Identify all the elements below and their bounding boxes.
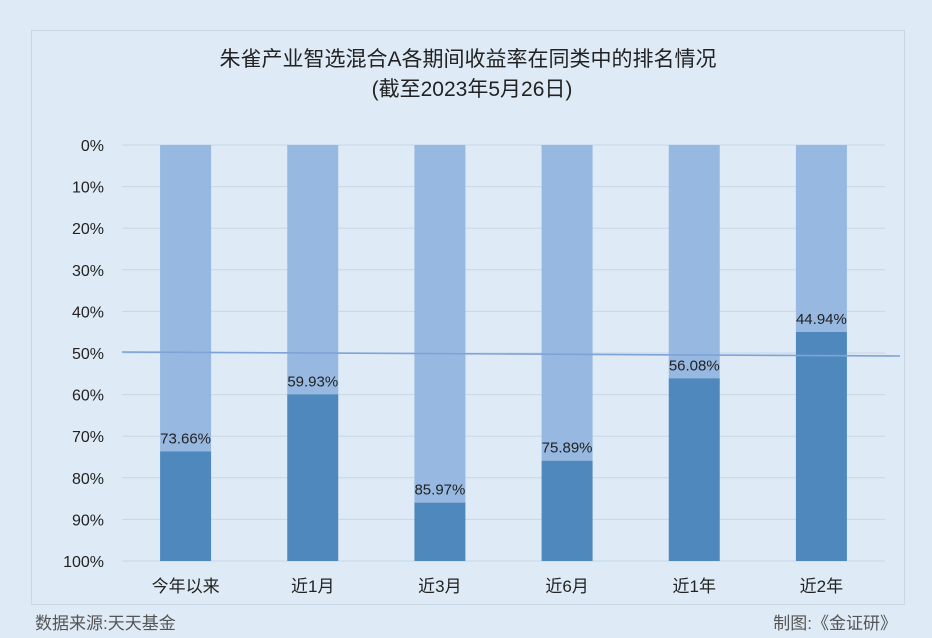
x-axis: 今年以来 近1月 近3月 近6月 近1年 近2年 (152, 577, 844, 596)
y-tick-label: 40% (72, 304, 104, 321)
data-label: 56.08% (669, 357, 720, 374)
bar-rank (287, 394, 339, 561)
data-labels: 73.66% 59.93% 85.97% 75.89% 56.08% 44.94% (160, 311, 847, 499)
reference-line-group (121, 351, 901, 357)
data-label: 59.93% (287, 373, 338, 390)
y-tick-label: 50% (72, 346, 104, 363)
bar-rank (541, 460, 593, 561)
chart-subtitle: (截至2023年5月26日) (372, 78, 573, 101)
y-tick-label: 80% (72, 471, 104, 488)
x-category-label: 近3月 (418, 577, 461, 596)
bar-remainder (287, 145, 339, 395)
data-label: 44.94% (796, 311, 847, 328)
gridlines (122, 144, 885, 562)
data-label: 85.97% (414, 482, 465, 499)
chart-credit: 制图:《金证研》 (773, 614, 897, 633)
y-tick-label: 10% (72, 180, 104, 197)
y-tick-label: 100% (63, 554, 104, 571)
y-tick-label: 20% (72, 221, 104, 238)
chart-frame (31, 30, 905, 605)
bar-remainder (414, 145, 466, 503)
x-category-label: 近6月 (545, 577, 588, 596)
x-category-label: 今年以来 (152, 577, 220, 596)
x-category-label: 近2年 (800, 577, 843, 596)
x-category-label: 近1月 (291, 577, 334, 596)
y-tick-label: 0% (81, 138, 104, 155)
chart-title: 朱雀产业智选混合A各期间收益率在同类中的排名情况 (219, 48, 716, 71)
x-category-label: 近1年 (673, 577, 716, 596)
data-label: 75.89% (542, 440, 593, 457)
bar-rank (668, 378, 720, 561)
data-label: 73.66% (160, 430, 211, 447)
bar-remainder (668, 145, 720, 379)
bar-rank (414, 502, 466, 561)
bar-remainder (795, 145, 847, 332)
y-tick-label: 30% (72, 263, 104, 280)
reference-line (121, 351, 901, 357)
y-axis: 0% 10% 20% 30% 40% 50% 60% 70% 80% 90% 100% (63, 138, 104, 571)
y-tick-label: 60% (72, 388, 104, 405)
bar-rank (795, 331, 847, 561)
bar-remainder (541, 145, 593, 461)
bar-remainder (160, 145, 212, 452)
y-tick-label: 70% (72, 429, 104, 446)
y-tick-label: 90% (72, 512, 104, 529)
bars (160, 145, 847, 561)
data-source-note: 数据来源:天天基金 (35, 614, 176, 633)
bar-rank (160, 451, 212, 561)
